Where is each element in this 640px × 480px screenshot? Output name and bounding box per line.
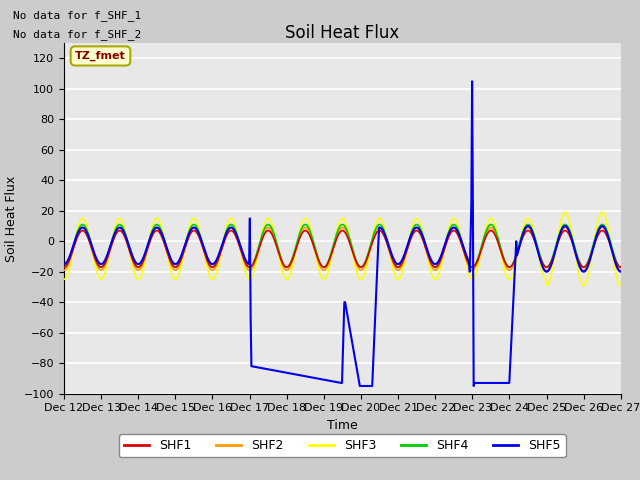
Y-axis label: Soil Heat Flux: Soil Heat Flux (5, 175, 19, 262)
Text: TZ_fmet: TZ_fmet (75, 51, 126, 61)
Text: No data for f_SHF_2: No data for f_SHF_2 (13, 29, 141, 40)
Legend: SHF1, SHF2, SHF3, SHF4, SHF5: SHF1, SHF2, SHF3, SHF4, SHF5 (119, 434, 566, 457)
Title: Soil Heat Flux: Soil Heat Flux (285, 24, 399, 42)
Text: No data for f_SHF_1: No data for f_SHF_1 (13, 10, 141, 21)
X-axis label: Time: Time (327, 419, 358, 432)
